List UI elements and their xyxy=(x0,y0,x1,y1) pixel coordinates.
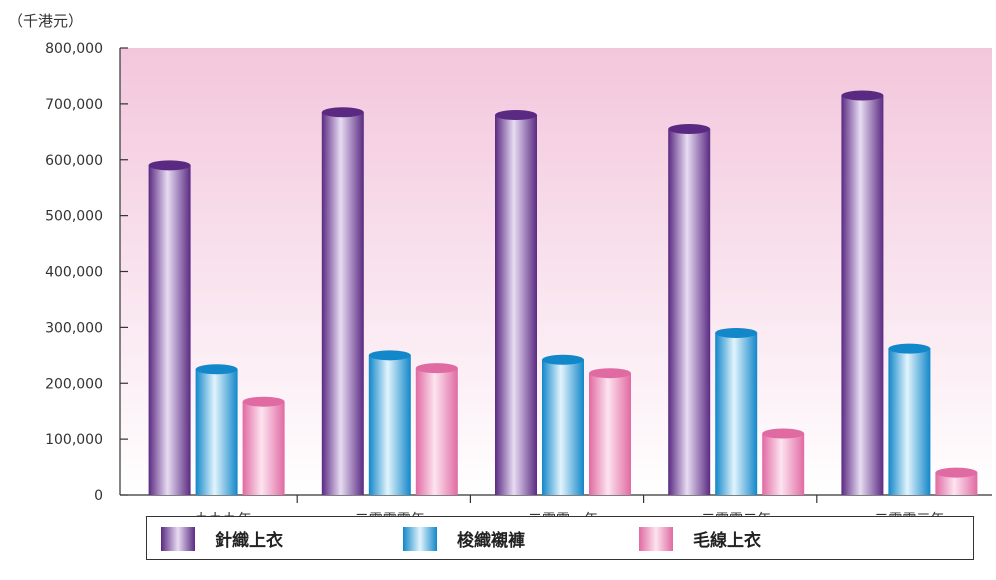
bar-sweaters xyxy=(935,467,978,495)
y-axis-unit-label: （千港元） xyxy=(8,12,84,30)
bar-cap xyxy=(542,354,584,365)
bar-cap xyxy=(715,327,758,338)
bar-body xyxy=(888,348,931,495)
bar-cap xyxy=(888,343,931,354)
legend: 針織上衣 梭織襯褲 毛線上衣 xyxy=(146,516,974,560)
bar-cap xyxy=(589,368,631,379)
bar-body xyxy=(368,355,411,495)
bar-body xyxy=(195,369,238,495)
bar-sweaters xyxy=(589,368,631,495)
legend-label: 梭織襯褲 xyxy=(457,531,525,551)
bar-body xyxy=(242,401,285,495)
legend-swatch-knitted-tops xyxy=(161,526,195,551)
legend-item-sweaters: 毛線上衣 xyxy=(639,526,761,551)
bar-body xyxy=(148,165,191,495)
legend-label: 針織上衣 xyxy=(215,531,283,551)
bars xyxy=(148,90,978,496)
y-tick-label: 300,000 xyxy=(45,320,103,336)
bar-woven-bottoms xyxy=(368,350,411,495)
legend-label: 毛線上衣 xyxy=(693,531,761,551)
bar-body xyxy=(415,368,458,495)
bar-sweaters xyxy=(242,396,285,495)
bar-cap xyxy=(148,160,191,171)
bar-body xyxy=(542,359,584,495)
bar-cap xyxy=(762,428,805,439)
bar-body xyxy=(762,433,805,495)
bar-body xyxy=(715,332,758,495)
bar-cap xyxy=(242,396,285,407)
y-tick-label: 500,000 xyxy=(45,209,103,225)
bar-knitted-tops xyxy=(321,107,364,495)
legend-item-woven-bottoms: 梭織襯褲 xyxy=(403,526,525,551)
bar-body xyxy=(668,129,711,496)
bar-knitted-tops xyxy=(841,90,884,496)
bar-cap xyxy=(495,110,537,121)
bar-body xyxy=(321,112,364,495)
bar-cap xyxy=(935,467,978,478)
bar-cap xyxy=(415,363,458,374)
legend-swatch-sweaters xyxy=(639,526,673,551)
bar-knitted-tops xyxy=(668,124,711,496)
y-tick-label: 0 xyxy=(94,488,103,504)
bar-body xyxy=(495,115,537,496)
y-tick-label: 700,000 xyxy=(45,97,103,113)
bar-woven-bottoms xyxy=(888,343,931,495)
y-tick-label: 200,000 xyxy=(45,376,103,392)
legend-swatch-woven-bottoms xyxy=(403,526,437,551)
y-tick-label: 100,000 xyxy=(45,432,103,448)
y-tick-label: 400,000 xyxy=(45,265,103,281)
bar-body xyxy=(935,472,978,495)
bar-cap xyxy=(368,350,411,361)
bar-sweaters xyxy=(415,363,458,495)
y-tick-label: 800,000 xyxy=(45,41,103,57)
bar-knitted-tops xyxy=(148,160,191,495)
bar-woven-bottoms xyxy=(542,354,584,495)
bar-body xyxy=(841,95,884,496)
bar-cap xyxy=(841,90,884,101)
bar-sweaters xyxy=(762,428,805,495)
bar-cap xyxy=(195,364,238,375)
bar-cap xyxy=(321,107,364,118)
y-tick-label: 600,000 xyxy=(45,153,103,169)
bar-body xyxy=(589,373,631,495)
bar-knitted-tops xyxy=(495,110,537,496)
bar-woven-bottoms xyxy=(715,327,758,495)
legend-item-knitted-tops: 針織上衣 xyxy=(161,526,283,551)
bar-woven-bottoms xyxy=(195,364,238,495)
bar-cap xyxy=(668,124,711,135)
